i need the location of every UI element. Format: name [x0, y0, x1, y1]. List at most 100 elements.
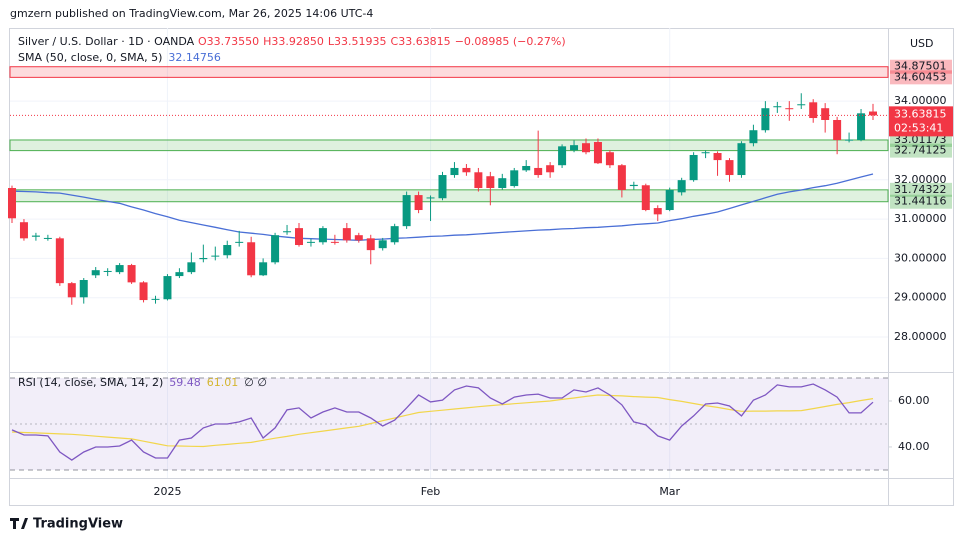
- brand-name: TradingView: [33, 517, 123, 532]
- zone-label-bg: [890, 194, 952, 209]
- candle-body: [797, 104, 806, 106]
- candle-body: [378, 240, 387, 249]
- rsi-value: 59.48: [169, 376, 201, 389]
- y-tick-label: 29.00000: [894, 291, 947, 304]
- candle-body: [151, 298, 160, 300]
- candle-body: [31, 235, 40, 237]
- candle-body: [306, 241, 315, 243]
- candle-body: [139, 282, 148, 301]
- zone-label: 32.74125: [894, 144, 947, 157]
- x-tick-label: 2025: [153, 485, 181, 498]
- candle-body: [462, 167, 471, 173]
- candle-body: [833, 119, 842, 141]
- zone: [9, 139, 889, 152]
- candle-body: [67, 283, 76, 298]
- candle-body: [115, 265, 124, 273]
- plot: [8, 28, 892, 478]
- candle-body: [641, 185, 650, 211]
- rsi-sma-line: [11, 394, 874, 448]
- y-tick-label: 34.00000: [894, 94, 947, 107]
- candle-body: [845, 139, 854, 141]
- rsi-legend: RSI (14, close, SMA, 14, 2) 59.48 61.01 ∅ ∅: [18, 376, 267, 389]
- y-tick-label: 30.00000: [894, 251, 947, 264]
- candle-body: [617, 165, 626, 190]
- candle-body: [163, 276, 172, 300]
- zone-label-bg: [890, 70, 952, 85]
- candle-body: [522, 165, 531, 171]
- sma-legend: SMA (50, close, 0, SMA, 5) 32.14756: [18, 51, 221, 64]
- candle-body: [402, 195, 411, 227]
- rsi-sma-value: 61.01: [207, 376, 239, 389]
- candle-body: [199, 257, 208, 260]
- last-price-label: 33.63815: [894, 107, 947, 120]
- sma-line: [11, 173, 874, 241]
- candle-body: [91, 270, 100, 276]
- rsi-tick-label: 60.00: [898, 394, 930, 407]
- candle-body: [701, 152, 710, 154]
- symbol: Silver / U.S. Dollar · 1D · OANDA: [18, 35, 195, 48]
- candle-body: [19, 222, 28, 239]
- candle-body: [821, 108, 830, 120]
- logo-icon: [10, 518, 28, 529]
- x-tick-label: Mar: [659, 485, 680, 498]
- candle-body: [390, 226, 399, 243]
- candle-body: [869, 111, 877, 116]
- candle-body: [593, 142, 602, 164]
- candle-body: [689, 154, 698, 181]
- high: H33.92850: [263, 35, 324, 48]
- candle-body: [785, 108, 794, 110]
- candle-body: [498, 178, 507, 189]
- candle-body: [330, 241, 339, 243]
- brand-logo: TradingView: [10, 517, 123, 532]
- zone-label-bg: [890, 143, 952, 158]
- open: O33.73550: [198, 35, 259, 48]
- candle-body: [737, 143, 746, 176]
- candle-body: [223, 245, 232, 256]
- x-tick-label: Feb: [421, 485, 440, 498]
- candle-body: [761, 108, 770, 131]
- candle-body: [809, 102, 818, 119]
- y-tick-label: 32.00000: [894, 173, 947, 186]
- candle-body: [354, 235, 363, 241]
- low: L33.51935: [328, 35, 387, 48]
- candle-body: [438, 175, 447, 199]
- candle-body: [546, 165, 555, 173]
- zone-label: 31.74322: [894, 183, 947, 196]
- published-note: gmzern published on TradingView.com, Mar…: [10, 7, 373, 20]
- candle-body: [570, 145, 579, 151]
- candle-body: [749, 130, 758, 144]
- candle-body: [713, 153, 722, 161]
- candle-body: [677, 180, 686, 193]
- candle-body: [474, 172, 483, 189]
- candle-body: [127, 265, 136, 283]
- sma-name: SMA (50, close, 0, SMA, 5): [18, 51, 162, 64]
- candle-body: [211, 255, 220, 257]
- currency: USD: [910, 37, 934, 50]
- zone-label-bg: [890, 132, 952, 147]
- candle-body: [55, 238, 64, 284]
- y-tick-label: 31.00000: [894, 212, 947, 225]
- candle-body: [79, 280, 88, 298]
- candle-body: [43, 237, 52, 239]
- rsi-name: RSI (14, close, SMA, 14, 2): [18, 376, 163, 389]
- zone-label: 34.87501: [894, 60, 947, 73]
- candle-body: [318, 228, 327, 243]
- candle-body: [725, 160, 734, 176]
- zone-label: 34.60453: [894, 70, 947, 83]
- candle-body: [366, 238, 375, 251]
- rsi-extra: ∅ ∅: [244, 376, 267, 389]
- zone-label-bg: [890, 182, 952, 197]
- rsi-tick-label: 40.00: [898, 440, 930, 453]
- zone: [9, 66, 889, 78]
- candle-body: [175, 272, 184, 277]
- candle-body: [103, 270, 112, 272]
- candle-body: [486, 176, 495, 189]
- candle-body: [247, 242, 256, 276]
- candle-body: [295, 228, 303, 246]
- candle-body: [582, 143, 590, 153]
- candle-body: [653, 208, 662, 215]
- candle-body: [187, 262, 196, 273]
- change: −0.08985 (−0.27%): [455, 35, 566, 48]
